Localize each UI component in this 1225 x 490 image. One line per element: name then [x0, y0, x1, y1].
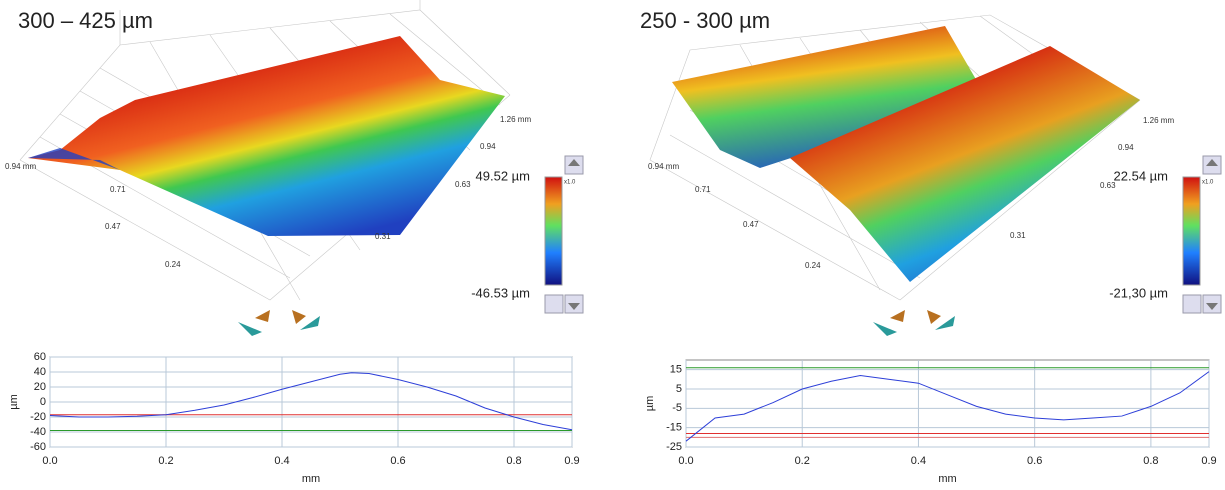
surface [790, 46, 1140, 282]
colorbar-max: 22.54 µm [1114, 168, 1168, 183]
y-tick-label: -25 [666, 441, 682, 453]
surface-axis-label: 0.31 [375, 232, 391, 241]
x-tick-label: 0.6 [390, 455, 405, 467]
surface-axis-label: 0.47 [105, 222, 121, 231]
colorbar-min: -21,30 µm [1109, 285, 1168, 300]
colorbar-scale: x1.0 [1202, 180, 1214, 186]
surface-axis-label: 1.26 mm [1143, 116, 1174, 125]
colorbar [1182, 176, 1201, 286]
y-tick-label: 15 [670, 364, 682, 376]
colorbar-scale: x1.0 [564, 180, 576, 186]
x-tick-label: 0.4 [911, 455, 926, 467]
surface-axis-label: 0.94 [1118, 143, 1134, 152]
surface [672, 26, 985, 168]
x-tick-label: 0.4 [274, 455, 289, 467]
surface-axis-label: 1.26 mm [500, 115, 531, 124]
x-tick-label: 0.2 [795, 455, 810, 467]
y-tick-label: 20 [34, 381, 46, 393]
surface-axis-label: 0.63 [1100, 181, 1116, 190]
y-tick-label: -40 [30, 426, 46, 438]
surface-axis-label: 0.24 [805, 261, 821, 270]
profile-line [49, 372, 573, 431]
colorbar [544, 176, 563, 286]
plot-area [685, 359, 1210, 448]
surface-axis-label: 0.94 mm [648, 162, 679, 171]
surface-axis-label: 0.63 [455, 180, 471, 189]
y-tick-label: 5 [676, 383, 682, 395]
surface-axis-label: 0.94 [480, 142, 496, 151]
surface-axis-label: 0.94 mm [5, 162, 36, 171]
x-axis-label: mm [938, 473, 956, 485]
surface [28, 36, 505, 236]
surface-axis-label: 0.24 [165, 260, 181, 269]
x-tick-label: 0.8 [506, 455, 521, 467]
y-tick-label: -15 [666, 422, 682, 434]
y-tick-label: -5 [672, 402, 682, 414]
buttons[interactable] [238, 155, 1222, 336]
x-tick-label: 0.6 [1027, 455, 1042, 467]
x-axis-label: mm [302, 473, 320, 485]
y-tick-label: 0 [40, 396, 46, 408]
x-tick-label: 0.2 [158, 455, 173, 467]
y-axis-label: µm [8, 394, 20, 410]
panel-title: 250 - 300 µm [640, 8, 770, 33]
surface-axis-label: 0.71 [110, 185, 126, 194]
surface-axis-label: 0.31 [1010, 231, 1026, 240]
x-tick-label: 0.9 [564, 455, 579, 467]
surface-edge [28, 148, 120, 170]
surface-axis-label: 0.47 [743, 220, 759, 229]
x-tick-label: 0.0 [678, 455, 693, 467]
y-tick-label: 60 [34, 351, 46, 363]
colorbar-min: -46.53 µm [471, 285, 530, 300]
x-tick-label: 0.0 [42, 455, 57, 467]
y-tick-label: -60 [30, 441, 46, 453]
profile-line [685, 371, 1210, 442]
y-tick-label: 40 [34, 366, 46, 378]
y-axis-label: µm [644, 396, 656, 412]
colorbar-max: 49.52 µm [476, 168, 530, 183]
y-tick-label: -20 [30, 411, 46, 423]
x-tick-label: 0.9 [1201, 455, 1216, 467]
x-tick-label: 0.8 [1143, 455, 1158, 467]
panel-title: 300 – 425 µm [18, 8, 153, 33]
surface-axis-label: 0.71 [695, 185, 711, 194]
